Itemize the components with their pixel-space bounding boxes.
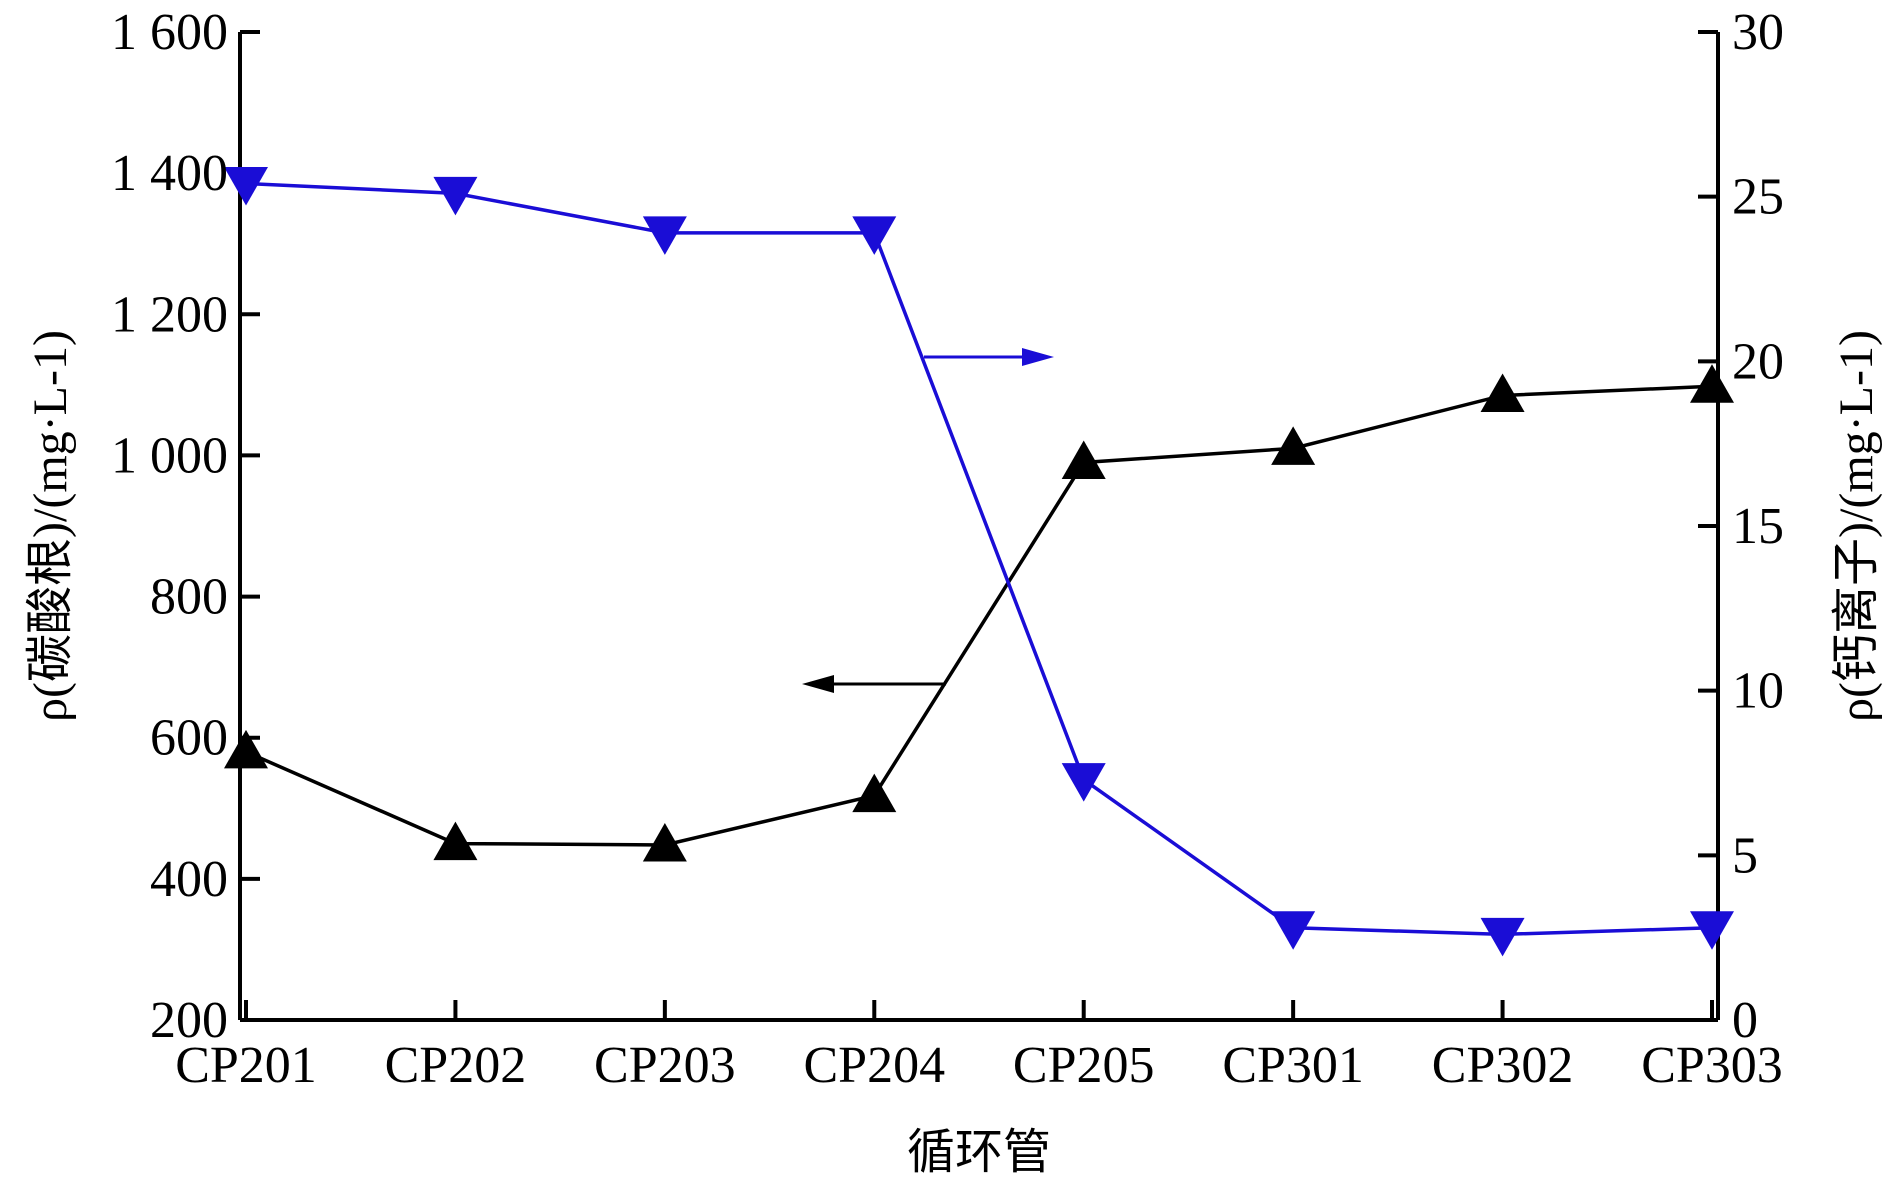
data-point-marker [852,216,897,255]
right-axis-title: ρ(钙离子)/(mg·L-1) [1830,330,1883,722]
right-tick-label: 0 [1732,992,1758,1049]
x-tick-label: CP202 [385,1037,527,1094]
x-tick-label: CP303 [1641,1037,1783,1094]
left-axis-title: ρ(碳酸根)/(mg·L-1) [24,330,77,722]
data-point-marker [1271,911,1316,950]
data-point-marker [433,176,478,216]
annotations [802,348,1054,693]
data-point-marker [642,822,687,862]
left-tick-label: 200 [150,992,228,1049]
series-layer [224,166,1734,957]
x-tick-label: CP302 [1432,1037,1574,1094]
left-tick-label: 400 [150,851,228,908]
x-tick-label: CP201 [175,1037,317,1094]
x-tick-label: CP205 [1013,1037,1155,1094]
left-tick-label: 800 [150,569,228,626]
arrow-right-head [1022,348,1054,366]
left-tick-label: 600 [150,710,228,767]
data-point-marker [1690,911,1734,950]
right-tick-label: 15 [1732,498,1784,555]
labels: 200 400 600 800 1 000 1 200 1 400 1 600 0 5 10 15 20… [24,4,1883,1179]
data-point-marker [642,216,687,255]
data-point-marker [1480,917,1525,957]
data-point-marker [224,166,268,206]
data-point-marker [1061,440,1106,479]
left-tick-label: 1 600 [111,4,228,61]
right-tick-label: 10 [1732,663,1784,720]
right-tick-label: 20 [1732,333,1784,390]
series-line-calcium [245,181,1713,937]
data-point-marker [1061,763,1106,802]
data-point-marker [1271,426,1316,465]
x-tick-label: CP204 [803,1037,945,1094]
data-point-marker [1690,364,1734,403]
x-tick-label: CP301 [1222,1037,1364,1094]
data-point-marker [852,773,897,813]
data-point-marker [224,729,268,769]
x-tick-label: CP203 [594,1037,736,1094]
x-axis-title: 循环管 [907,1126,1051,1179]
data-point-marker [433,821,478,861]
left-tick-label: 1 400 [111,145,228,202]
data-point-marker [1480,373,1525,412]
right-tick-label: 25 [1732,169,1784,226]
left-tick-label: 1 200 [111,286,228,343]
series-line-carbonate [245,384,1713,847]
right-tick-label: 5 [1732,827,1758,884]
right-tick-label: 30 [1732,4,1784,61]
arrow-left-head [802,675,834,693]
left-tick-label: 1 000 [111,427,228,484]
